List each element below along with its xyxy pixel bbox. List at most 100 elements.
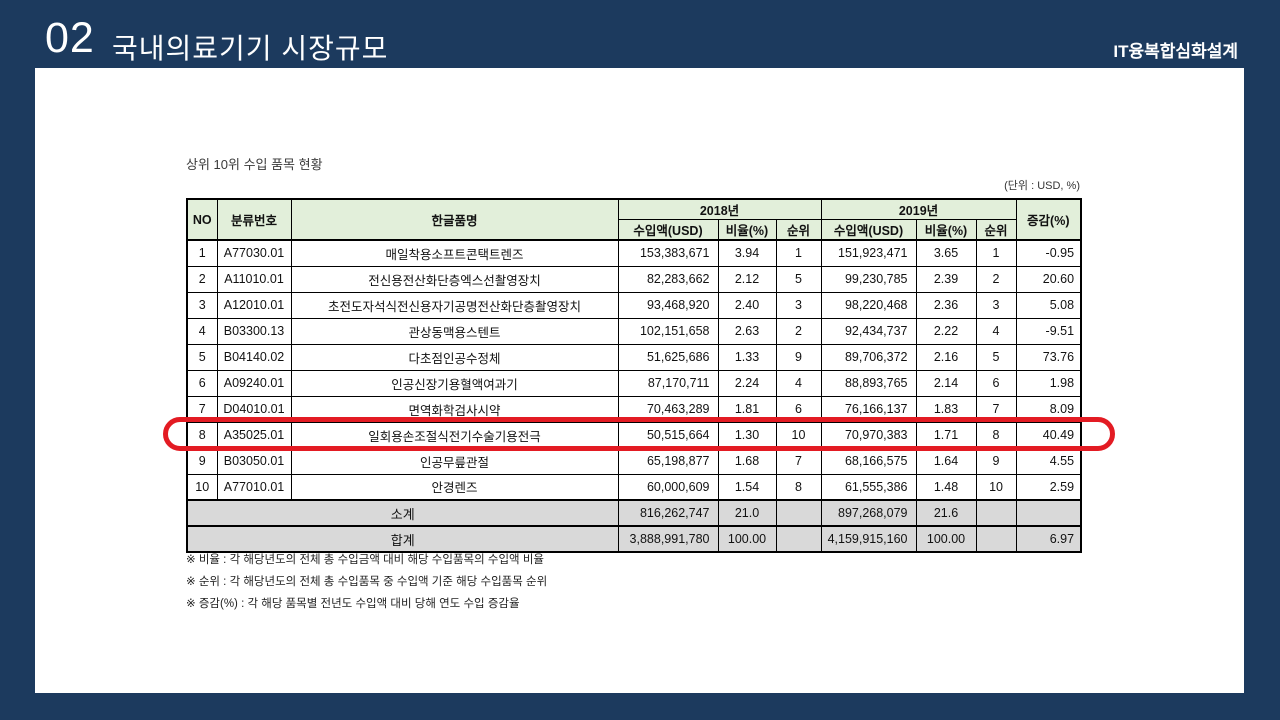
cell-rank2019: 5 [975, 343, 1017, 371]
cell-amt2019: 98,220,468 [820, 291, 917, 319]
cell-ratio2019: 100.00 [915, 525, 977, 553]
cell-change: 8.09 [1015, 395, 1082, 423]
cell-change: -0.95 [1015, 239, 1082, 267]
col-header-ratio-2019: 비율(%) [915, 219, 977, 241]
cell-no: 5 [186, 343, 218, 371]
cell-amt2019: 151,923,471 [820, 239, 917, 267]
cell-no: 6 [186, 369, 218, 397]
table-body: 1 A77030.01 매일착용소프트콘택트렌즈 153,383,671 3.94 1 15… [186, 239, 1082, 553]
cell-name: 인공무릎관절 [290, 447, 619, 475]
table-row: 6 A09240.01 인공신장기용혈액여과기 87,170,711 2.24 4 88,8… [186, 369, 1082, 397]
cell-amt2018: 65,198,877 [617, 447, 719, 475]
cell-code: D04010.01 [216, 395, 292, 423]
cell-amt2018: 816,262,747 [617, 499, 719, 527]
cell-ratio2019: 1.71 [915, 421, 977, 449]
cell-rank2018: 8 [775, 473, 822, 501]
col-header-ratio-2018: 비율(%) [717, 219, 777, 241]
cell-no: 3 [186, 291, 218, 319]
cell-ratio2019: 1.83 [915, 395, 977, 423]
cell-amt2018: 60,000,609 [617, 473, 719, 501]
col-header-code: 분류번호 [216, 198, 292, 241]
cell-change: 5.08 [1015, 291, 1082, 319]
cell-name: 일회용손조절식전기수술기용전극 [290, 421, 619, 449]
cell-rank2018: 6 [775, 395, 822, 423]
cell-no: 9 [186, 447, 218, 475]
cell-ratio2019: 3.65 [915, 239, 977, 267]
cell-rank2018: 10 [775, 421, 822, 449]
total-label: 합계 [186, 525, 619, 553]
cell-amt2018: 50,515,664 [617, 421, 719, 449]
cell-ratio2019: 2.39 [915, 265, 977, 293]
cell-ratio2018: 1.81 [717, 395, 777, 423]
cell-change: 1.98 [1015, 369, 1082, 397]
cell-amt2019: 99,230,785 [820, 265, 917, 293]
table-row: 2 A11010.01 전신용전산화단층엑스선촬영장치 82,283,662 2.12 5… [186, 265, 1082, 293]
cell-ratio2018: 2.63 [717, 317, 777, 345]
cell-ratio2019: 2.36 [915, 291, 977, 319]
subtotal-label: 소계 [186, 499, 619, 527]
import-items-table: NO 분류번호 한글품명 2018년 2019년 증감(%) 수입액(USD) … [186, 198, 1083, 553]
table-header: NO 분류번호 한글품명 2018년 2019년 증감(%) 수입액(USD) … [186, 198, 1082, 241]
cell-rank2019: 1 [975, 239, 1017, 267]
cell-rank2019: 8 [975, 421, 1017, 449]
footnotes: ※ 비율 : 각 해당년도의 전체 총 수입금액 대비 해당 수입품목의 수입액… [186, 549, 547, 615]
cell-name: 전신용전산화단층엑스선촬영장치 [290, 265, 619, 293]
cell-code: A11010.01 [216, 265, 292, 293]
cell-amt2018: 3,888,991,780 [617, 525, 719, 553]
cell-change: -9.51 [1015, 317, 1082, 345]
col-header-2018: 2018년 [617, 198, 822, 220]
cell-rank2018: 4 [775, 369, 822, 397]
cell-rank2019: 9 [975, 447, 1017, 475]
cell-code: A09240.01 [216, 369, 292, 397]
col-header-rank-2018: 순위 [775, 219, 822, 241]
cell-amt2018: 51,625,686 [617, 343, 719, 371]
cell-change [1015, 499, 1082, 527]
table-row-highlighted: 8 A35025.01 일회용손조절식전기수술기용전극 50,515,664 1.30 1… [186, 421, 1082, 449]
cell-ratio2018: 1.33 [717, 343, 777, 371]
slide-number: 02 [45, 14, 95, 62]
cell-amt2019: 61,555,386 [820, 473, 917, 501]
cell-ratio2018: 1.30 [717, 421, 777, 449]
cell-amt2019: 68,166,575 [820, 447, 917, 475]
cell-name: 인공신장기용혈액여과기 [290, 369, 619, 397]
cell-rank2019: 2 [975, 265, 1017, 293]
table-row: 3 A12010.01 초전도자석식전신용자기공명전산화단층촬영장치 93,468,9… [186, 291, 1082, 319]
cell-amt2018: 93,468,920 [617, 291, 719, 319]
page-title: 국내의료기기 시장규모 [112, 33, 389, 64]
cell-amt2019: 70,970,383 [820, 421, 917, 449]
cell-name: 초전도자석식전신용자기공명전산화단층촬영장치 [290, 291, 619, 319]
col-header-rank-2019: 순위 [975, 219, 1017, 241]
cell-rank2018: 3 [775, 291, 822, 319]
cell-amt2018: 102,151,658 [617, 317, 719, 345]
cell-rank2019: 3 [975, 291, 1017, 319]
cell-name: 관상동맥용스텐트 [290, 317, 619, 345]
cell-rank2018 [775, 499, 822, 527]
cell-rank2018 [775, 525, 822, 553]
subtotal-row: 소계 816,262,747 21.0 897,268,079 21.6 [186, 499, 1082, 527]
cell-name: 안경렌즈 [290, 473, 619, 501]
cell-ratio2019: 1.48 [915, 473, 977, 501]
col-header-amount-2019: 수입액(USD) [820, 219, 917, 241]
cell-ratio2018: 2.24 [717, 369, 777, 397]
cell-change: 6.97 [1015, 525, 1082, 553]
cell-ratio2019: 2.16 [915, 343, 977, 371]
table-caption: 상위 10위 수입 품목 현황 [186, 157, 323, 172]
table-row: 4 B03300.13 관상동맥용스텐트 102,151,658 2.63 2 92,434… [186, 317, 1082, 345]
cell-no: 8 [186, 421, 218, 449]
cell-rank2019: 7 [975, 395, 1017, 423]
cell-name: 다초점인공수정체 [290, 343, 619, 371]
cell-rank2018: 1 [775, 239, 822, 267]
cell-change: 73.76 [1015, 343, 1082, 371]
cell-rank2018: 5 [775, 265, 822, 293]
table-row: 7 D04010.01 면역화학검사시약 70,463,289 1.81 6 76,166,… [186, 395, 1082, 423]
table-row: 1 A77030.01 매일착용소프트콘택트렌즈 153,383,671 3.94 1 15… [186, 239, 1082, 267]
cell-rank2019 [975, 525, 1017, 553]
cell-no: 7 [186, 395, 218, 423]
col-header-no: NO [186, 198, 218, 241]
cell-amt2018: 87,170,711 [617, 369, 719, 397]
course-label: IT융복합심화설계 [1113, 42, 1238, 61]
col-header-amount-2018: 수입액(USD) [617, 219, 719, 241]
cell-amt2019: 76,166,137 [820, 395, 917, 423]
total-row: 합계 3,888,991,780 100.00 4,159,915,160 100.00… [186, 525, 1082, 553]
